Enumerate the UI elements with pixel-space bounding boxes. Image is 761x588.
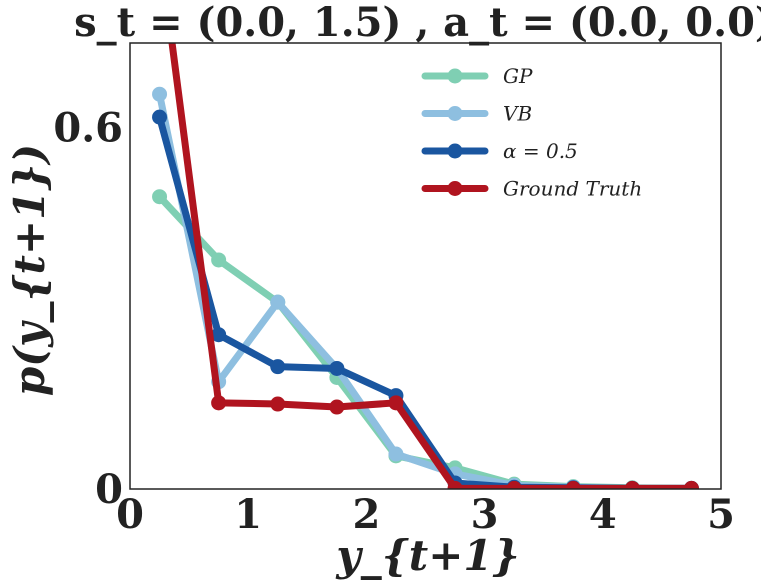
y-tick-group: 00.6: [53, 104, 123, 513]
legend-marker: [447, 106, 463, 121]
x-tick-label: 1: [234, 491, 262, 538]
data-point: [624, 480, 640, 489]
legend-marker: [447, 181, 463, 196]
data-point: [388, 446, 404, 462]
legend-label: Ground Truth: [503, 177, 642, 201]
legend: GP VB α = 0.5 Ground Truth: [421, 64, 642, 201]
data-point: [270, 294, 286, 310]
x-tick-label: 5: [707, 491, 735, 538]
data-point: [329, 399, 345, 415]
legend-marker: [447, 143, 463, 159]
data-point: [506, 480, 522, 489]
data-point: [447, 480, 463, 489]
legend-label: GP: [503, 64, 533, 88]
legend-item: α = 0.5: [421, 139, 578, 163]
legend-label: VB: [503, 102, 532, 126]
data-point: [270, 359, 286, 375]
legend-item: GP: [421, 64, 533, 88]
data-point: [388, 395, 404, 411]
x-tick-label: 0: [116, 491, 144, 538]
chart-title: s_t = (0.0, 1.5) , a_t = (0.0, 0.0): [74, 0, 761, 46]
legend-item: VB: [421, 102, 532, 126]
legend-item: Ground Truth: [421, 177, 642, 201]
y-tick-label: 0: [95, 466, 123, 513]
data-point: [152, 189, 168, 205]
plot-frame: [129, 42, 722, 490]
data-point: [270, 396, 286, 412]
y-tick-label: 0.6: [53, 104, 123, 151]
x-axis-label: y_{t+1}: [335, 531, 519, 580]
data-point: [683, 480, 699, 489]
x-tick-group: 0 1 2 3 4 5: [116, 491, 735, 538]
data-point: [211, 395, 227, 411]
legend-label: α = 0.5: [503, 139, 578, 163]
data-point: [152, 86, 168, 102]
data-point: [152, 109, 168, 125]
y-axis-label: p(y_{t+1}): [5, 144, 54, 396]
x-tick-label: 4: [589, 491, 617, 538]
data-point: [211, 327, 227, 343]
data-point: [211, 252, 227, 268]
x-tick-label: 3: [471, 491, 499, 538]
data-point: [329, 360, 345, 376]
data-point: [565, 480, 581, 489]
legend-marker: [447, 68, 463, 84]
x-tick-label: 2: [352, 491, 380, 538]
